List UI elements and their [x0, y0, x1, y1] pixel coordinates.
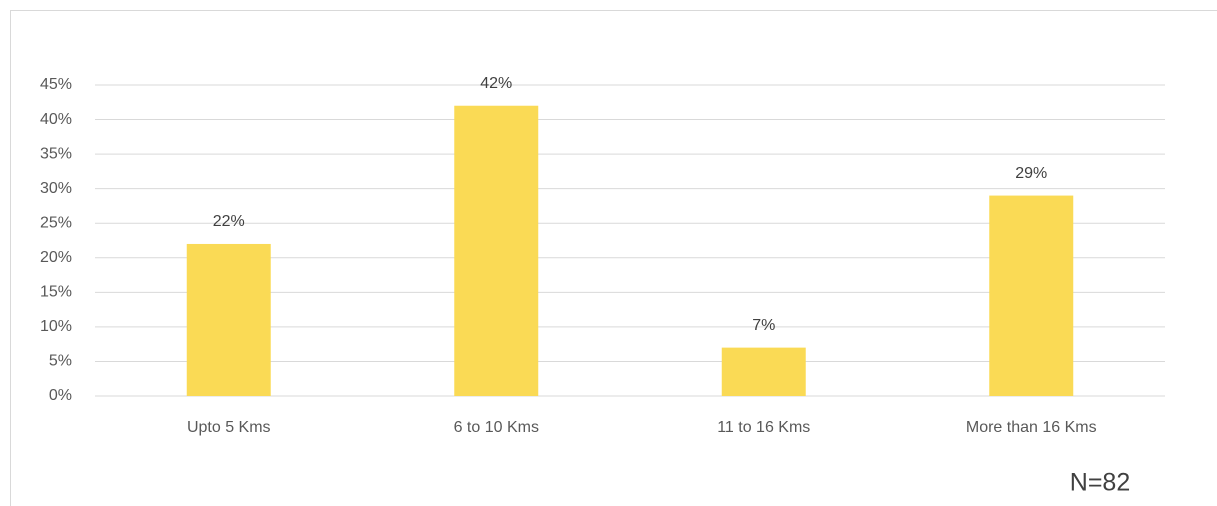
- y-tick-label: 5%: [49, 353, 72, 370]
- data-label: 7%: [752, 317, 775, 334]
- x-tick-label: 11 to 16 Kms: [717, 419, 810, 436]
- bar: [989, 195, 1074, 396]
- y-tick-label: 30%: [40, 180, 72, 197]
- y-tick-label: 45%: [40, 76, 72, 93]
- y-tick-label: 20%: [40, 249, 72, 266]
- bar: [721, 347, 806, 396]
- y-tick-label: 35%: [40, 145, 72, 162]
- data-label: 22%: [213, 213, 245, 230]
- annotation: N=82: [1070, 469, 1130, 497]
- bar: [454, 105, 539, 396]
- data-label: 29%: [1015, 165, 1047, 182]
- x-tick-label: More than 16 Kms: [966, 419, 1097, 436]
- y-tick-label: 40%: [40, 111, 72, 128]
- x-tick-label: Upto 5 Kms: [187, 419, 271, 436]
- data-label: 42%: [480, 75, 512, 92]
- chart-border: [10, 10, 1217, 506]
- y-tick-label: 15%: [40, 284, 72, 301]
- y-tick-label: 25%: [40, 214, 72, 231]
- bar: [186, 243, 271, 396]
- x-tick-label: 6 to 10 Kms: [454, 419, 539, 436]
- y-tick-label: 0%: [49, 387, 72, 404]
- y-tick-label: 10%: [40, 318, 72, 335]
